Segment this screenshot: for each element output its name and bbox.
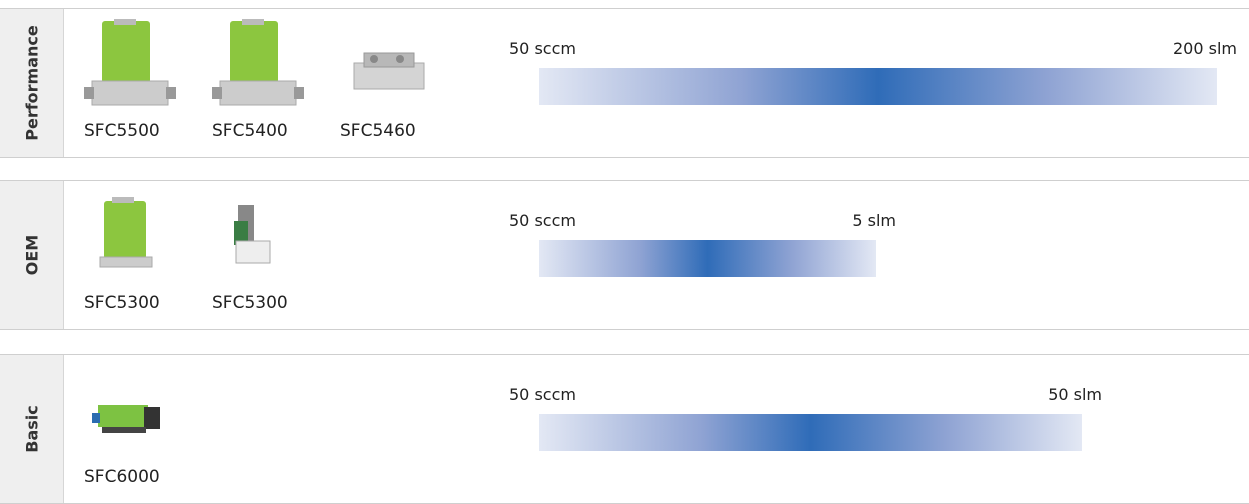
range-max: 5 slm xyxy=(852,211,896,230)
product: SFC5400 xyxy=(212,9,332,157)
range-bar xyxy=(539,414,1082,451)
category-label: Basic xyxy=(22,405,41,453)
product-name: SFC5300 xyxy=(84,293,160,313)
category-label-box: OEM xyxy=(0,181,64,329)
product-name: SFC5400 xyxy=(212,121,288,141)
category-row: Performance SFC5500 SFC5400 SFC5460 50 sccm 2… xyxy=(0,8,1249,158)
range-min: 50 sccm xyxy=(509,39,576,58)
product-name: SFC6000 xyxy=(84,467,160,487)
product: SFC5500 xyxy=(84,9,204,157)
category-label: OEM xyxy=(22,234,41,276)
range-bar xyxy=(539,68,1217,105)
product: SFC5460 xyxy=(340,9,460,157)
product: SFC6000 xyxy=(84,355,204,503)
category-row: Basic SFC6000 50 sccm 50 slm xyxy=(0,354,1249,504)
product-image xyxy=(234,205,271,264)
product-image xyxy=(212,19,304,106)
product-name: SFC5460 xyxy=(340,121,416,141)
product-name: SFC5500 xyxy=(84,121,160,141)
product-image xyxy=(353,52,425,90)
product: SFC5300 xyxy=(84,181,204,329)
product-name: SFC5300 xyxy=(212,293,288,313)
range-max: 50 slm xyxy=(1048,385,1102,404)
range-min: 50 sccm xyxy=(509,211,576,230)
range-min: 50 sccm xyxy=(509,385,576,404)
category-label: Performance xyxy=(22,25,41,141)
product: SFC5300 xyxy=(212,181,332,329)
product-image xyxy=(92,405,160,433)
range-max: 200 slm xyxy=(1173,39,1237,58)
product-image xyxy=(84,19,176,106)
category-label-box: Basic xyxy=(0,355,64,503)
product-image xyxy=(99,197,153,268)
range-bar xyxy=(539,240,876,277)
category-label-box: Performance xyxy=(0,9,64,157)
category-row: OEM SFC5300 SFC5300 50 sccm 5 slm xyxy=(0,180,1249,330)
